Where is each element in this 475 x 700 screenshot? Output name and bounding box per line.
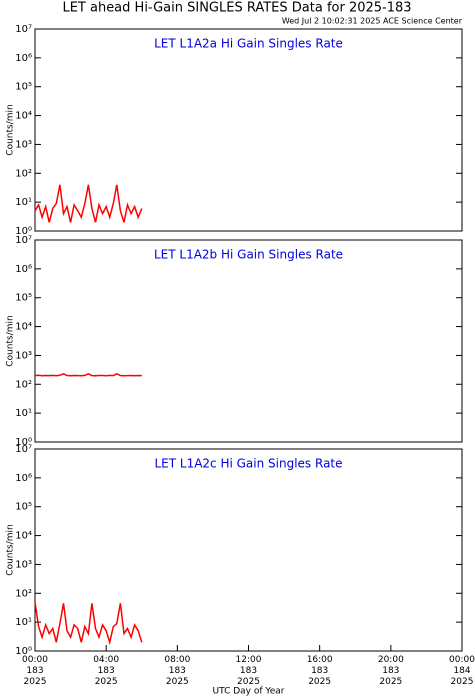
y-tick-label: 10¹ <box>15 408 32 419</box>
chart-subtitle: Wed Jul 2 10:02:31 2025 ACE Science Cent… <box>282 17 463 26</box>
panel-title: LET L1A2c Hi Gain Singles Rate <box>154 457 342 471</box>
data-line <box>34 601 143 646</box>
y-tick-label: 10⁵ <box>15 502 32 513</box>
y-tick-label: 10⁴ <box>15 111 32 122</box>
x-tick-label: 16:00 183 2025 <box>307 655 333 687</box>
y-tick-label: 10² <box>15 379 32 390</box>
x-tick-label: 12:00 183 2025 <box>236 655 262 687</box>
panel-title: LET L1A2b Hi Gain Singles Rate <box>154 248 343 262</box>
y-tick-label: 10² <box>15 168 32 179</box>
data-line <box>34 372 142 377</box>
plot-frame <box>34 239 463 443</box>
y-tick-label: 10⁰ <box>15 646 32 657</box>
y-tick-label: 10⁷ <box>15 444 32 455</box>
x-tick-label: 04:00 183 2025 <box>93 655 119 687</box>
y-tick-label: 10¹ <box>15 617 32 628</box>
x-tick-label: 08:00 183 2025 <box>164 655 190 687</box>
y-axis-label: Counts/min <box>6 315 16 366</box>
y-tick-label: 10⁵ <box>15 82 32 93</box>
y-tick-label: 10⁶ <box>15 264 32 275</box>
plot-frame <box>34 448 463 652</box>
y-axis-label: Counts/min <box>6 104 16 155</box>
y-tick-label: 10⁶ <box>15 53 32 64</box>
y-tick-label: 10⁰ <box>15 226 32 237</box>
x-tick-label: 00:00 183 2025 <box>22 655 48 687</box>
plot-frame <box>34 28 463 232</box>
y-tick-label: 10⁶ <box>15 473 32 484</box>
y-tick-label: 10⁴ <box>15 531 32 542</box>
y-tick-label: 10² <box>15 588 32 599</box>
y-tick-label: 10¹ <box>15 197 32 208</box>
y-tick-label: 10⁷ <box>15 24 32 35</box>
x-axis-label: UTC Day of Year <box>213 687 285 697</box>
y-tick-label: 10⁷ <box>15 235 32 246</box>
chart-title: LET ahead Hi-Gain SINGLES RATES Data for… <box>62 1 411 16</box>
y-tick-label: 10³ <box>15 559 32 570</box>
y-tick-label: 10⁰ <box>15 437 32 448</box>
y-tick-label: 10⁵ <box>15 293 32 304</box>
data-line <box>34 184 143 223</box>
y-tick-label: 10⁴ <box>15 322 32 333</box>
y-axis-label: Counts/min <box>6 524 16 575</box>
y-tick-label: 10³ <box>15 350 32 361</box>
panel-title: LET L1A2a Hi Gain Singles Rate <box>154 37 343 51</box>
y-tick-label: 10³ <box>15 139 32 150</box>
x-tick-label: 00:00 184 2025 <box>449 655 475 687</box>
x-tick-label: 20:00 183 2025 <box>378 655 404 687</box>
